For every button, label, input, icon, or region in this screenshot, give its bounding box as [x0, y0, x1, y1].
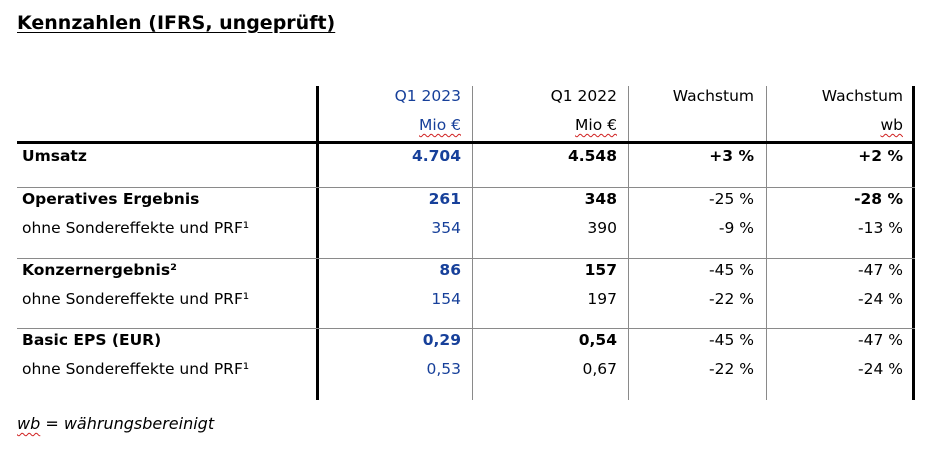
cell-wachstum-wb: -47 % — [858, 331, 903, 349]
header-wachstum-wb-unit: wb — [880, 116, 903, 134]
cell-wachstum: +3 % — [709, 147, 754, 165]
cell-wachstum-wb: -24 % — [858, 290, 903, 308]
row-label: Basic EPS (EUR) — [22, 331, 162, 349]
row-divider — [17, 187, 915, 188]
header-q1-2023-unit: Mio € — [419, 116, 461, 134]
row-label: Operatives Ergebnis — [22, 190, 200, 208]
header-q1-2023: Q1 2023 — [394, 87, 461, 105]
cell-q1-2023: 261 — [428, 190, 461, 208]
cell-q1-2023: 154 — [431, 290, 461, 308]
cell-wachstum: -22 % — [709, 360, 754, 378]
cell-q1-2023: 0,29 — [422, 331, 461, 349]
cell-wachstum: -9 % — [718, 219, 754, 237]
table-right-border — [912, 86, 915, 400]
cell-q1-2022: 0,54 — [578, 331, 617, 349]
row-label: Umsatz — [22, 147, 87, 165]
cell-q1-2023: 4.704 — [411, 147, 461, 165]
row-label: ohne Sondereffekte und PRF¹ — [22, 219, 250, 237]
cell-q1-2022: 390 — [587, 219, 617, 237]
row-divider — [17, 328, 915, 329]
cell-wachstum: -25 % — [709, 190, 754, 208]
row-label: Konzernergebnis² — [22, 261, 177, 279]
header-wachstum: Wachstum — [672, 87, 754, 105]
column-divider — [472, 86, 473, 400]
row-divider — [17, 258, 915, 259]
cell-wachstum-wb: -24 % — [858, 360, 903, 378]
header-q1-2022-unit: Mio € — [575, 116, 617, 134]
cell-q1-2022: 197 — [587, 290, 617, 308]
column-divider — [628, 86, 629, 400]
cell-q1-2023: 86 — [439, 261, 461, 279]
footnote-text: = währungsbereinigt — [40, 414, 215, 433]
footnote: wb = währungsbereinigt — [17, 414, 214, 433]
cell-q1-2022: 4.548 — [567, 147, 617, 165]
cell-q1-2023: 354 — [431, 219, 461, 237]
cell-q1-2022: 348 — [584, 190, 617, 208]
cell-q1-2023: 0,53 — [426, 360, 461, 378]
header-q1-2022: Q1 2022 — [550, 87, 617, 105]
cell-wachstum-wb: -13 % — [858, 219, 903, 237]
cell-wachstum-wb: +2 % — [858, 147, 903, 165]
table-left-border — [316, 86, 319, 400]
cell-q1-2022: 0,67 — [582, 360, 617, 378]
column-divider — [766, 86, 767, 400]
cell-wachstum-wb: -28 % — [854, 190, 903, 208]
cell-wachstum: -45 % — [709, 331, 754, 349]
header-wachstum-wb: Wachstum — [821, 87, 903, 105]
cell-wachstum-wb: -47 % — [858, 261, 903, 279]
row-label: ohne Sondereffekte und PRF¹ — [22, 290, 250, 308]
footnote-abbr: wb — [17, 414, 41, 433]
row-label: ohne Sondereffekte und PRF¹ — [22, 360, 250, 378]
header-rule — [17, 141, 915, 144]
cell-wachstum: -22 % — [709, 290, 754, 308]
cell-q1-2022: 157 — [584, 261, 617, 279]
page-title: Kennzahlen (IFRS, ungeprüft) — [17, 12, 336, 34]
cell-wachstum: -45 % — [709, 261, 754, 279]
